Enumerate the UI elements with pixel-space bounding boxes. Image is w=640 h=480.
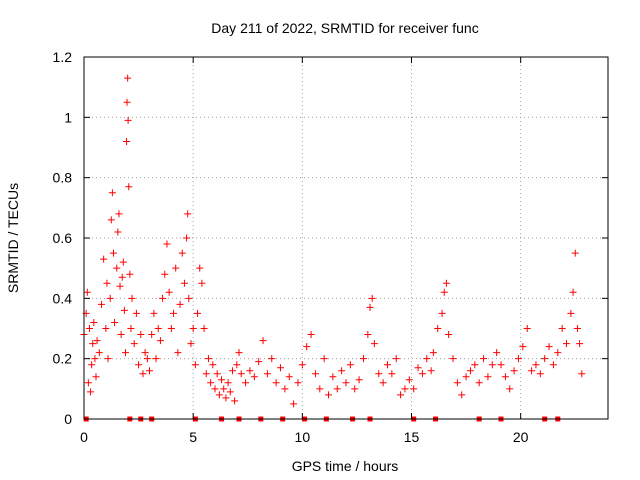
x-tick-label: 0	[80, 429, 88, 445]
y-tick-label: 1	[64, 109, 72, 125]
y-tick-label: 1.2	[53, 49, 73, 65]
chart-title: Day 211 of 2022, SRMTID for receiver fun…	[211, 20, 478, 36]
chart-background	[0, 0, 640, 480]
y-tick-label: 0.2	[53, 351, 73, 367]
y-tick-label: 0	[64, 411, 72, 427]
x-axis-title: GPS time / hours	[292, 458, 399, 474]
x-tick-label: 10	[295, 429, 311, 445]
y-axis-title: SRMTID / TECUs	[5, 183, 21, 293]
y-tick-label: 0.8	[53, 170, 73, 186]
x-tick-label: 5	[189, 429, 197, 445]
y-tick-label: 0.4	[53, 290, 73, 306]
chart: 0 5 10 15 20 0 0.2 0.4 0.6 0.8 1 1.2 Day 211 of 20…	[0, 0, 640, 480]
x-tick-label: 20	[513, 429, 529, 445]
x-tick-label: 15	[404, 429, 420, 445]
y-tick-label: 0.6	[53, 230, 73, 246]
